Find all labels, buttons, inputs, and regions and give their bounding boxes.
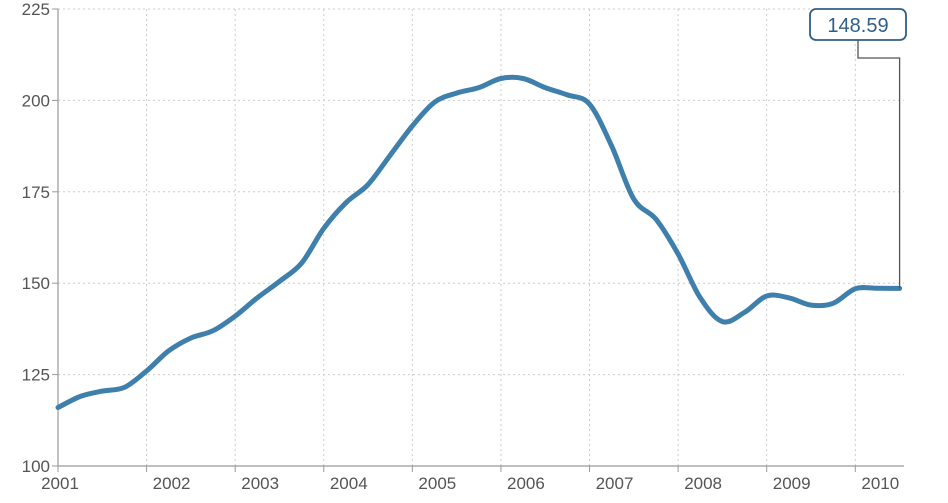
x-tick-label: 2008: [684, 474, 722, 493]
y-tick-label: 100: [22, 457, 50, 476]
x-tick-label: 2005: [418, 474, 456, 493]
grid-lines: [58, 8, 904, 466]
x-tick-label: 2003: [241, 474, 279, 493]
series-group: [55, 74, 903, 410]
callout-box: [809, 8, 907, 41]
series-line: [55, 74, 903, 410]
y-tick-label: 175: [22, 183, 50, 202]
x-tick-label: 2002: [153, 474, 191, 493]
value-callout: 148.59: [809, 8, 907, 289]
x-tick-label: 2007: [596, 474, 634, 493]
x-tick-label: 2004: [330, 474, 368, 493]
x-tick-label: 2001: [41, 474, 79, 493]
y-tick-label: 150: [22, 274, 50, 293]
x-tick-labels: 2001 2002 2003 2004 2005 2006 2007 2008 2009 2010: [41, 474, 899, 493]
y-tick-label: 225: [22, 0, 50, 19]
axes: [52, 8, 904, 472]
x-tick-label: 2009: [773, 474, 811, 493]
callout-leader-line: [857, 40, 901, 289]
callout-value: 148.59: [827, 15, 888, 37]
x-tick-label: 2006: [507, 474, 545, 493]
y-tick-labels: 100 125 150 175 200 225: [22, 0, 50, 476]
x-tick-label: 2010: [861, 474, 899, 493]
y-tick-label: 200: [22, 91, 50, 110]
y-tick-label: 125: [22, 366, 50, 385]
